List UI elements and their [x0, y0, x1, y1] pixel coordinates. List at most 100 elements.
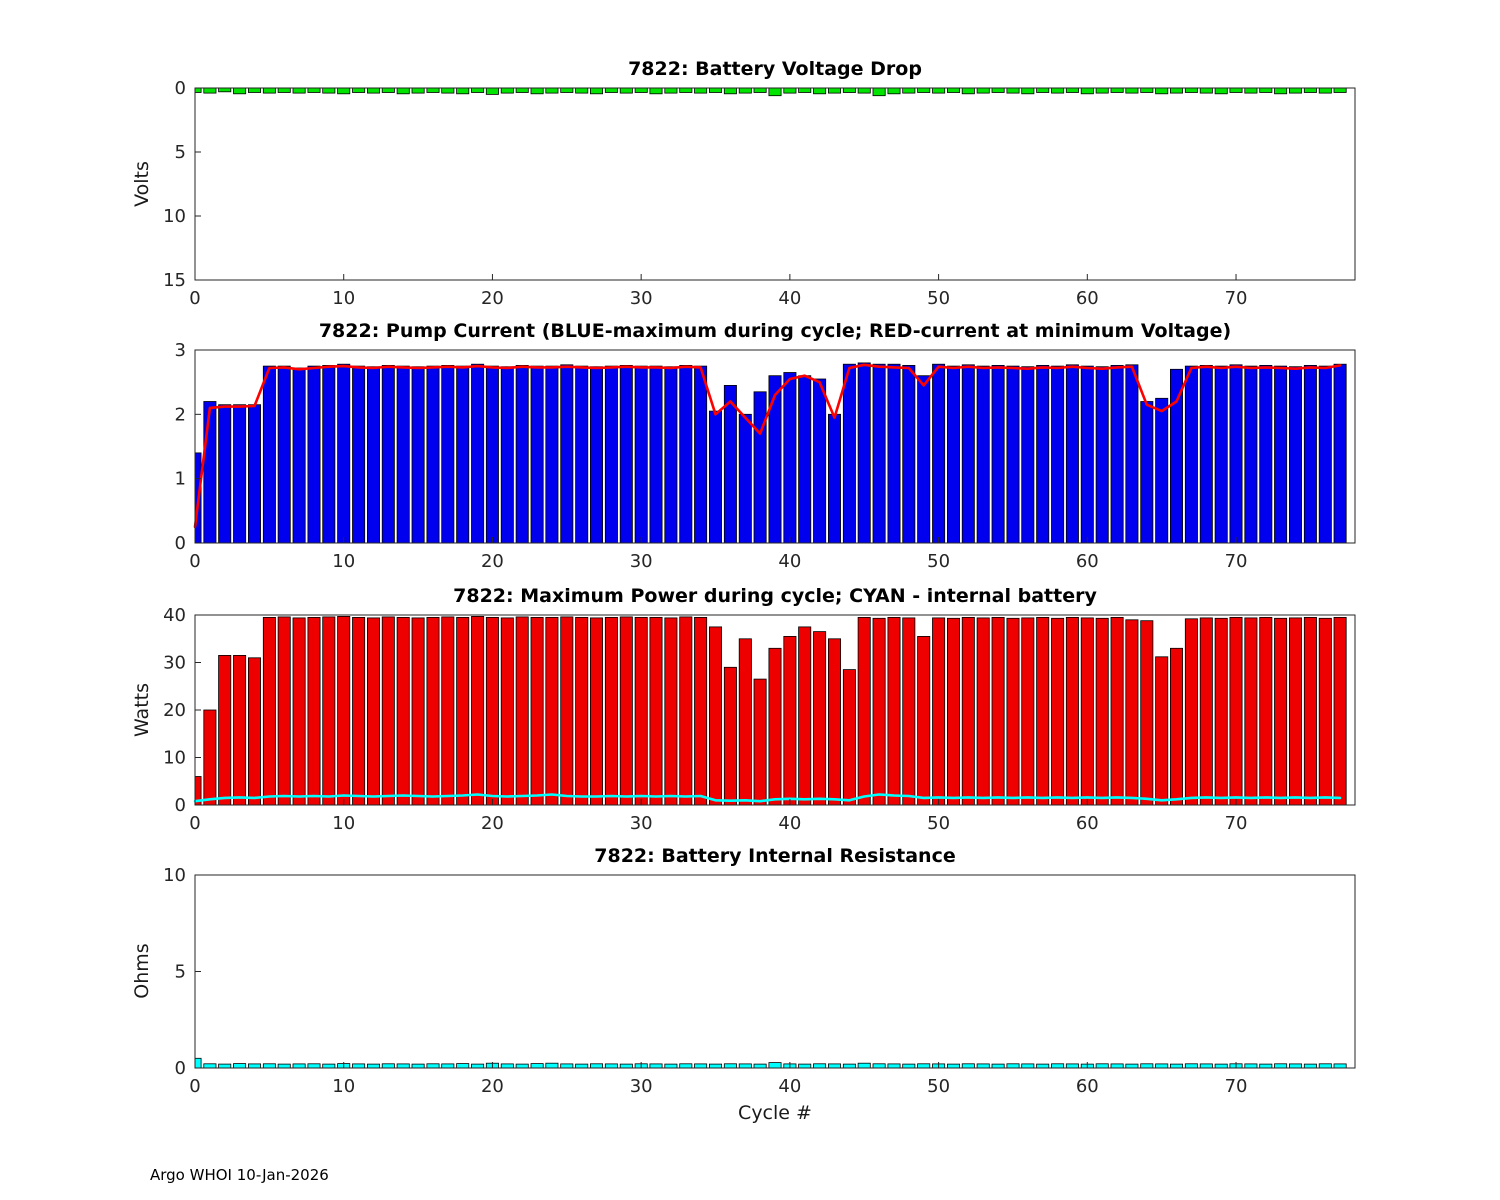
- bar: [1244, 365, 1258, 544]
- bar: [634, 365, 648, 544]
- bar: [590, 617, 604, 806]
- bar: [352, 87, 366, 93]
- bar: [947, 365, 961, 544]
- x-tick-label: 60: [1076, 813, 1099, 834]
- bar: [352, 1063, 366, 1069]
- bar: [233, 1063, 247, 1069]
- bar: [218, 655, 232, 806]
- bar: [262, 365, 276, 544]
- bar: [1229, 364, 1243, 544]
- bar: [1021, 1063, 1035, 1069]
- bar: [932, 87, 946, 94]
- bar: [1333, 87, 1347, 93]
- bar: [694, 87, 708, 94]
- bar: [947, 1063, 961, 1069]
- bar: [753, 678, 767, 806]
- bar: [337, 363, 351, 544]
- bar: [991, 87, 1005, 93]
- bar: [1110, 87, 1124, 93]
- y-tick-label: 0: [175, 78, 186, 99]
- bar: [1080, 87, 1094, 95]
- y-tick-label: 1: [175, 469, 186, 490]
- bar: [753, 1063, 767, 1069]
- bar: [471, 363, 485, 544]
- bar: [872, 1063, 886, 1069]
- bar: [723, 1063, 737, 1069]
- subplot4-title: 7822: Battery Internal Resistance: [594, 845, 956, 867]
- bar: [694, 365, 708, 544]
- bar: [366, 617, 380, 806]
- y-tick-label: 10: [163, 748, 186, 769]
- x-tick-label: 30: [630, 813, 653, 834]
- subplot2-title: 7822: Pump Current (BLUE-maximum during …: [318, 320, 1232, 342]
- bar: [1065, 617, 1079, 806]
- bar: [441, 364, 455, 544]
- bar: [515, 616, 529, 806]
- bar: [1318, 1063, 1332, 1069]
- bar: [456, 365, 470, 544]
- bar: [828, 638, 842, 806]
- xaxis-label: Cycle #: [738, 1102, 812, 1124]
- y-tick-label: 0: [175, 533, 186, 554]
- bar: [1021, 617, 1035, 806]
- bar: [545, 87, 559, 94]
- subplot1-ylabel: Volts: [131, 161, 153, 207]
- bar: [828, 1063, 842, 1069]
- subplot-max-power: 0 10 20 30 40 50 60 70 0 10 20 30 40: [163, 605, 1356, 834]
- bar: [1125, 364, 1139, 544]
- bar: [709, 87, 723, 93]
- bar: [664, 366, 678, 544]
- bar: [991, 617, 1005, 806]
- bar: [1080, 617, 1094, 806]
- bar: [203, 1063, 217, 1069]
- bar: [842, 87, 856, 93]
- bar: [1274, 365, 1288, 544]
- bar: [798, 87, 812, 93]
- bar: [262, 87, 276, 94]
- x-tick-label: 50: [927, 1076, 950, 1097]
- bar: [1244, 1063, 1258, 1069]
- bar: [1051, 365, 1065, 544]
- x-tick-label: 20: [481, 288, 504, 309]
- bar: [1303, 1063, 1317, 1069]
- bar: [1036, 617, 1050, 806]
- bar: [411, 617, 425, 806]
- bar: [1214, 1063, 1228, 1069]
- bar: [1199, 87, 1213, 94]
- bar: [307, 617, 321, 806]
- bar: [783, 372, 797, 544]
- bar: [887, 87, 901, 95]
- bar: [1036, 1063, 1050, 1069]
- bar: [664, 1063, 678, 1069]
- x-tick-label: 10: [332, 1076, 355, 1097]
- bar: [1170, 368, 1184, 544]
- bar: [1065, 364, 1079, 544]
- bar: [1155, 656, 1169, 806]
- bar: [1065, 87, 1079, 93]
- bar: [976, 617, 990, 806]
- bar: [694, 1063, 708, 1069]
- bar: [292, 617, 306, 806]
- bar: [515, 364, 529, 544]
- bar: [619, 364, 633, 544]
- bar: [798, 1063, 812, 1069]
- bar: [485, 87, 499, 95]
- bar: [738, 638, 752, 806]
- x-tick-label: 30: [630, 288, 653, 309]
- x-tick-label: 50: [927, 288, 950, 309]
- subplot3-ylabel: Watts: [131, 683, 153, 738]
- x-tick-label: 20: [481, 813, 504, 834]
- bar: [857, 1062, 871, 1069]
- bar: [917, 636, 931, 806]
- bar: [1140, 401, 1154, 544]
- bar: [679, 1063, 693, 1069]
- bar: [1140, 87, 1154, 93]
- bar: [1095, 1063, 1109, 1069]
- bar: [1244, 617, 1258, 806]
- bar: [515, 1063, 529, 1069]
- bar: [247, 87, 261, 93]
- bar: [649, 365, 663, 544]
- bar: [471, 87, 485, 93]
- y-tick-label: 5: [175, 962, 186, 983]
